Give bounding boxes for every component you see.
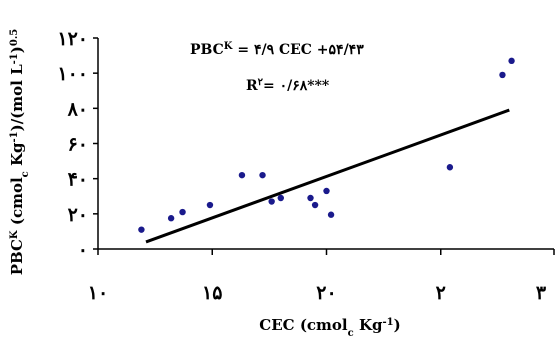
data-points	[138, 57, 515, 233]
data-point	[138, 226, 145, 233]
trendline	[145, 108, 510, 244]
data-point	[206, 201, 214, 209]
tick-labels: ۰ ۲۰ ۴۰ ۶۰ ۸۰ ۱۰۰ ۱۲۰ ۱۰ ۱۵ ۲۰ ۲ ۳	[57, 28, 547, 304]
data-point	[238, 171, 246, 179]
data-point	[277, 194, 284, 202]
y-tick-label: ۱۲۰	[57, 28, 88, 50]
regression-equation: PBCK = ۴/۹ CEC +۵۴/۴۳	[190, 41, 364, 59]
data-point	[307, 194, 314, 202]
x-tick-label: ۲	[436, 282, 446, 304]
data-point	[167, 215, 175, 222]
x-tick-label: ۱۰	[88, 282, 108, 304]
y-tick-label: ۸۰	[67, 98, 88, 120]
data-point	[311, 201, 319, 209]
data-point	[499, 71, 506, 79]
y-tick-label: ۶۰	[68, 134, 88, 156]
y-tick-label: ۴۰	[68, 169, 88, 191]
data-point	[179, 208, 186, 216]
data-point	[446, 164, 454, 171]
x-tick-label: ۱۵	[202, 282, 222, 304]
data-point	[508, 57, 515, 65]
y-tick-label: ۰	[78, 239, 88, 261]
y-axis-title: PBCK (cmolc Kg-1)/(mol L-1)0.5	[8, 29, 31, 276]
data-point	[259, 171, 266, 179]
x-axis-title: CEC (cmolc Kg-1)	[259, 316, 400, 339]
data-point	[268, 198, 275, 205]
data-point	[327, 211, 335, 218]
y-tick-label: ۲۰	[68, 204, 88, 226]
data-point	[323, 187, 330, 195]
r-squared-label: R۲= ۰/۶۸***	[246, 77, 330, 95]
x-tick-label: ۲۰	[316, 282, 336, 304]
y-tick-label: ۱۰۰	[57, 63, 88, 85]
axes	[97, 38, 554, 250]
x-tick-label: ۳	[536, 282, 547, 304]
tick-marks	[93, 37, 555, 255]
